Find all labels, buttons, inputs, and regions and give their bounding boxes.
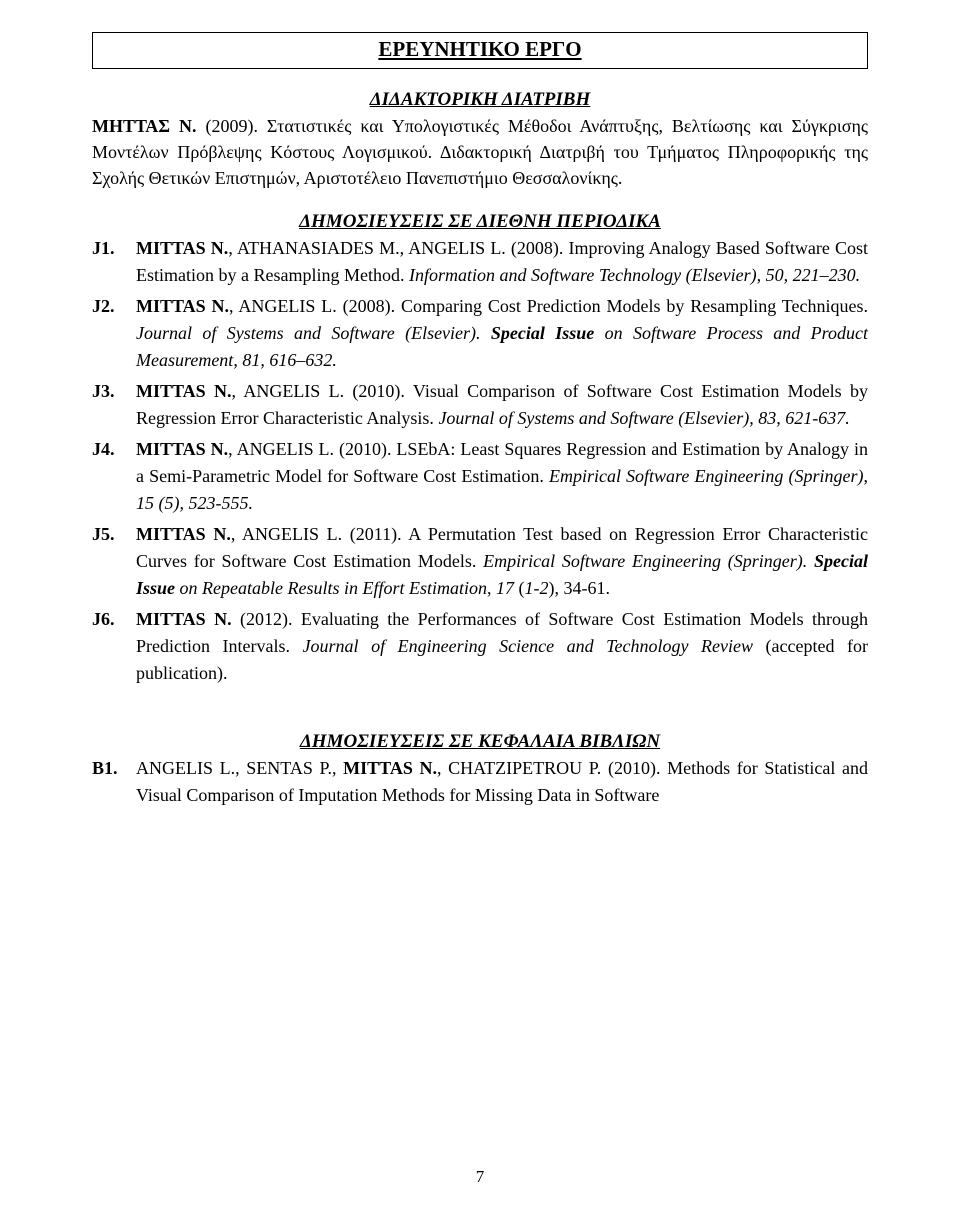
pub-text-run: MITTAS N. bbox=[136, 238, 228, 258]
page-title-box: ΕΡΕΥΝΗΤΙΚΟ ΕΡΓΟ bbox=[92, 32, 868, 69]
pub-key: J4. bbox=[92, 436, 136, 517]
chapters-list: B1.ANGELIS L., SENTAS P., MITTAS N., CHA… bbox=[92, 755, 868, 809]
pub-body: ANGELIS L., SENTAS P., MITTAS N., CHATZI… bbox=[136, 755, 868, 809]
page-title: ΕΡΕΥΝΗΤΙΚΟ ΕΡΓΟ bbox=[93, 37, 867, 62]
pub-text-run: Information and Software Technology (Els… bbox=[409, 265, 860, 285]
pub-body: MITTAS N., ANGELIS L. (2010). LSEbA: Lea… bbox=[136, 436, 868, 517]
pub-text-run: 1-2 bbox=[524, 578, 548, 598]
pub-text-run: Journal of Engineering Science and Techn… bbox=[303, 636, 753, 656]
pub-text-run: , bbox=[233, 350, 242, 370]
dissertation-author: ΜΗΤΤΑΣ Ν. bbox=[92, 116, 197, 136]
pub-text-run: MITTAS N. bbox=[136, 296, 229, 316]
pub-body: MITTAS N., ATHANASIADES M., ANGELIS L. (… bbox=[136, 235, 868, 289]
pub-text-run: Empirical Software Engineering (Springer… bbox=[549, 466, 864, 486]
pub-body: MITTAS N. (2012). Evaluating the Perform… bbox=[136, 606, 868, 687]
dissertation-text: (2009). Στατιστικές και Υπολογιστικές Μέ… bbox=[92, 116, 868, 188]
pub-body: MITTAS N., ANGELIS L. (2011). A Permutat… bbox=[136, 521, 868, 602]
chapter-item: B1.ANGELIS L., SENTAS P., MITTAS N., CHA… bbox=[92, 755, 868, 809]
pub-key: J5. bbox=[92, 521, 136, 602]
journal-item: J6.MITTAS N. (2012). Evaluating the Perf… bbox=[92, 606, 868, 687]
pub-text-run: MITTAS N. bbox=[136, 381, 232, 401]
journals-list: J1.MITTAS N., ATHANASIADES M., ANGELIS L… bbox=[92, 235, 868, 687]
section-heading-journals: ΔΗΜΟΣΙΕΥΣΕΙΣ ΣΕ ΔΙΕΘΝΗ ΠΕΡΙΟΔΙΚΑ bbox=[92, 211, 868, 233]
pub-text-run: ANGELIS L., SENTAS P., bbox=[136, 758, 343, 778]
document-page: ΕΡΕΥΝΗΤΙΚΟ ΕΡΓΟ ΔΙΔΑΚΤΟΡΙΚΗ ΔΙΑΤΡΙΒΗ ΜΗΤ… bbox=[0, 0, 960, 1211]
pub-text-run: 15 (5), 523-555. bbox=[136, 493, 253, 513]
pub-key: J6. bbox=[92, 606, 136, 687]
pub-text-run: Special Issue bbox=[491, 323, 594, 343]
pub-key: B1. bbox=[92, 755, 136, 809]
pub-text-run: , bbox=[864, 466, 869, 486]
pub-key: J3. bbox=[92, 378, 136, 432]
pub-text-run: MITTAS N. bbox=[343, 758, 437, 778]
section-heading-dissertation: ΔΙΔΑΚΤΟΡΙΚΗ ΔΙΑΤΡΙΒΗ bbox=[92, 89, 868, 111]
pub-body: MITTAS N., ANGELIS L. (2010). Visual Com… bbox=[136, 378, 868, 432]
pub-text-run: on Repeatable Results in Effort Estimati… bbox=[175, 578, 487, 598]
pub-key: J2. bbox=[92, 293, 136, 374]
pub-text-run: ), 34-61. bbox=[548, 578, 610, 598]
journal-item: J5.MITTAS N., ANGELIS L. (2011). A Permu… bbox=[92, 521, 868, 602]
journal-item: J1.MITTAS N., ATHANASIADES M., ANGELIS L… bbox=[92, 235, 868, 289]
journal-item: J3.MITTAS N., ANGELIS L. (2010). Visual … bbox=[92, 378, 868, 432]
pub-text-run: ( bbox=[514, 578, 525, 598]
journal-item: J4.MITTAS N., ANGELIS L. (2010). LSEbA: … bbox=[92, 436, 868, 517]
dissertation-paragraph: ΜΗΤΤΑΣ Ν. (2009). Στατιστικές και Υπολογ… bbox=[92, 113, 868, 191]
pub-text-run: Journal of Systems and Software (Elsevie… bbox=[136, 323, 491, 343]
pub-text-run: , bbox=[487, 578, 496, 598]
pub-text-run: 81, 616–632. bbox=[242, 350, 337, 370]
journal-item: J2.MITTAS N., ANGELIS L. (2008). Compari… bbox=[92, 293, 868, 374]
pub-body: MITTAS N., ANGELIS L. (2008). Comparing … bbox=[136, 293, 868, 374]
page-number: 7 bbox=[0, 1167, 960, 1187]
pub-text-run: 17 bbox=[496, 578, 514, 598]
section-heading-chapters: ΔΗΜΟΣΙΕΥΣΕΙΣ ΣΕ ΚΕΦΑΛΑΙΑ ΒΙΒΛΙΩΝ bbox=[92, 731, 868, 753]
pub-text-run: Journal of Systems and Software (Elsevie… bbox=[438, 408, 849, 428]
pub-text-run: , ANGELIS L. (2008). Comparing Cost Pred… bbox=[229, 296, 868, 316]
pub-text-run: MITTAS N. bbox=[136, 609, 232, 629]
pub-text-run: Empirical Software Engineering (Springer… bbox=[483, 551, 814, 571]
pub-text-run: MITTAS N. bbox=[136, 439, 228, 459]
pub-text-run: MITTAS N. bbox=[136, 524, 231, 544]
pub-key: J1. bbox=[92, 235, 136, 289]
